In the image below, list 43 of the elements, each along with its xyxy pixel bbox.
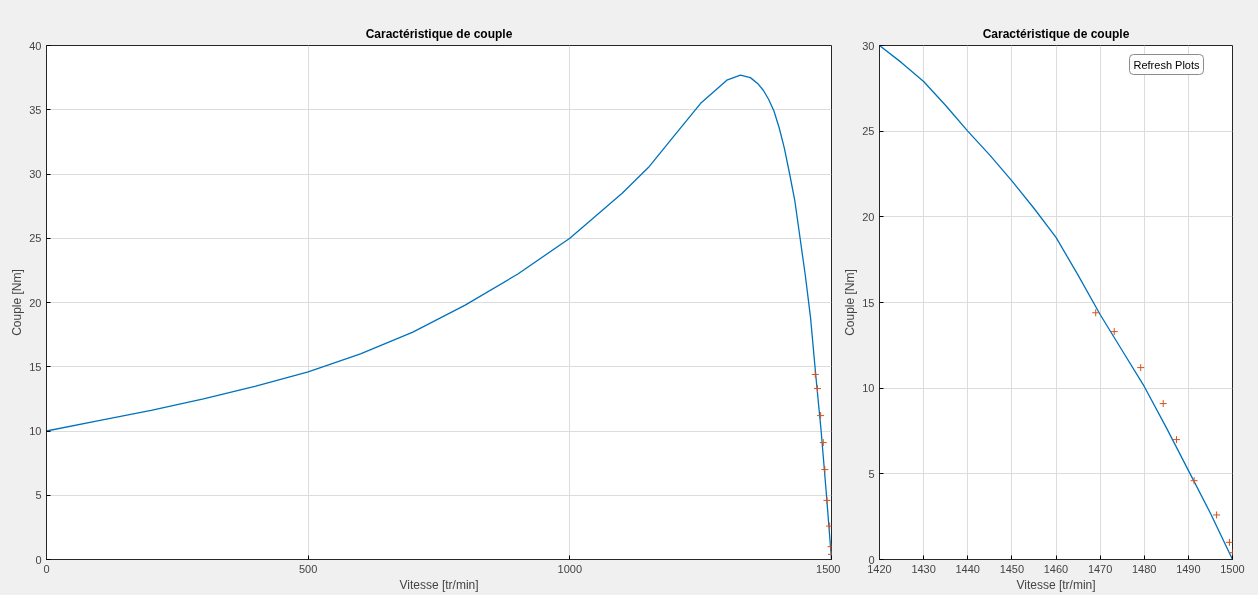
annotation: Refresh Plots — [1133, 58, 1201, 71]
y-tick-label: 30 — [862, 39, 875, 52]
x-tick-label: 1480 — [1132, 562, 1157, 575]
x-tick-label: 1500 — [1220, 562, 1245, 575]
point — [1136, 363, 1145, 372]
point — [1172, 435, 1181, 444]
chart-title: Caractéristique de couple — [365, 26, 513, 41]
point — [1225, 538, 1233, 547]
line-series — [879, 45, 1233, 560]
y-tick-label: 25 — [862, 125, 875, 138]
x-tick-label: 500 — [298, 562, 318, 575]
y-tick-label: 30 — [29, 168, 42, 180]
x-axis-title: Vitesse [tr/min] — [399, 577, 479, 592]
x-tick-label: 1450 — [999, 562, 1025, 575]
point — [1190, 476, 1199, 485]
y-tick-label: 25 — [29, 232, 42, 245]
x-tick-label: 1000 — [557, 562, 583, 575]
y-tick-label: 10 — [29, 425, 42, 437]
y-tick-label: 15 — [862, 296, 875, 309]
x-tick-label: 1470 — [1087, 562, 1113, 575]
y-axis-title: Couple [Nm] — [843, 269, 858, 336]
y-tick-label: 5 — [35, 489, 42, 502]
y-tick-label: 20 — [29, 296, 42, 309]
point — [1091, 308, 1100, 317]
y-tick-label: 20 — [862, 210, 875, 223]
y-tick-label: 35 — [29, 103, 42, 116]
x-tick-label: 1430 — [911, 562, 936, 575]
y-tick-label: 5 — [868, 467, 875, 480]
y-tick-label: 15 — [29, 360, 42, 373]
y-tick-label: 40 — [29, 39, 42, 52]
y-tick-label: 10 — [862, 382, 875, 395]
point — [1110, 327, 1119, 336]
x-tick-label: 0 — [43, 562, 50, 575]
x-tick-label: 1440 — [955, 562, 980, 575]
x-tick-label: 1500 — [816, 562, 841, 575]
chart-title: Caractéristique de couple — [982, 26, 1130, 41]
x-axis-title: Vitesse [tr/min] — [1016, 577, 1096, 592]
y-tick-label: 0 — [35, 553, 42, 566]
x-tick-label: 1460 — [1043, 562, 1069, 575]
point — [1159, 399, 1168, 408]
x-tick-label: 1490 — [1176, 562, 1201, 575]
point — [1212, 510, 1221, 519]
y-axis-title: Couple [Nm] — [10, 269, 25, 336]
